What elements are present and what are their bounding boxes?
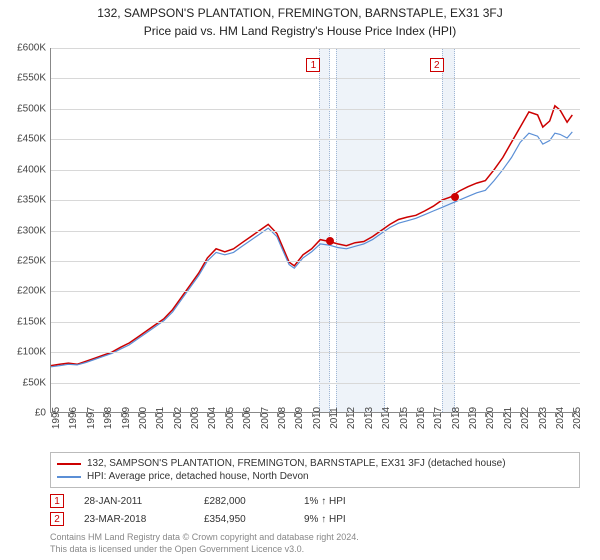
x-axis-label: 2024 bbox=[555, 407, 566, 429]
gridline bbox=[51, 200, 580, 201]
x-axis-label: 2005 bbox=[225, 407, 236, 429]
x-axis-label: 2020 bbox=[485, 407, 496, 429]
footer-line: Contains HM Land Registry data © Crown c… bbox=[50, 532, 359, 544]
y-axis-label: £500K bbox=[2, 103, 46, 114]
x-axis-label: 2008 bbox=[277, 407, 288, 429]
gridline bbox=[51, 291, 580, 292]
chart-marker-label: 2 bbox=[430, 58, 444, 72]
x-axis-label: 2014 bbox=[381, 407, 392, 429]
x-axis-label: 2009 bbox=[294, 407, 305, 429]
event-row: 2 23-MAR-2018 £354,950 9% ↑ HPI bbox=[50, 510, 580, 528]
chart-plot-area: £0£50K£100K£150K£200K£250K£300K£350K£400… bbox=[50, 48, 580, 413]
event-point-icon bbox=[326, 237, 334, 245]
legend-row: 132, SAMPSON'S PLANTATION, FREMINGTON, B… bbox=[57, 457, 573, 470]
x-axis-label: 2015 bbox=[399, 407, 410, 429]
gridline bbox=[51, 352, 580, 353]
legend-swatch bbox=[57, 476, 81, 478]
event-marker-icon: 2 bbox=[50, 512, 64, 526]
x-axis-label: 2018 bbox=[451, 407, 462, 429]
event-point-icon bbox=[451, 193, 459, 201]
y-axis-label: £0 bbox=[2, 408, 46, 419]
legend-swatch bbox=[57, 463, 81, 465]
y-axis-label: £300K bbox=[2, 225, 46, 236]
gridline bbox=[51, 48, 580, 49]
x-axis-label: 2012 bbox=[346, 407, 357, 429]
y-axis-label: £450K bbox=[2, 134, 46, 145]
y-axis-label: £200K bbox=[2, 286, 46, 297]
x-axis-label: 2003 bbox=[190, 407, 201, 429]
event-change: 9% ↑ HPI bbox=[304, 514, 404, 525]
chart-marker-label: 1 bbox=[306, 58, 320, 72]
gridline bbox=[51, 383, 580, 384]
event-row: 1 28-JAN-2011 £282,000 1% ↑ HPI bbox=[50, 492, 580, 510]
gridline bbox=[51, 109, 580, 110]
gridline bbox=[51, 139, 580, 140]
event-change: 1% ↑ HPI bbox=[304, 496, 404, 507]
gridline bbox=[51, 231, 580, 232]
x-axis-label: 1996 bbox=[68, 407, 79, 429]
y-axis-label: £150K bbox=[2, 316, 46, 327]
x-axis-label: 2010 bbox=[312, 407, 323, 429]
y-axis-label: £250K bbox=[2, 255, 46, 266]
x-axis-label: 2011 bbox=[329, 407, 340, 429]
footer-attribution: Contains HM Land Registry data © Crown c… bbox=[50, 532, 359, 555]
x-axis-label: 2001 bbox=[155, 407, 166, 429]
x-axis-label: 2007 bbox=[260, 407, 271, 429]
gridline bbox=[51, 261, 580, 262]
y-axis-label: £350K bbox=[2, 195, 46, 206]
chart-title: 132, SAMPSON'S PLANTATION, FREMINGTON, B… bbox=[0, 0, 600, 20]
chart-container: 132, SAMPSON'S PLANTATION, FREMINGTON, B… bbox=[0, 0, 600, 560]
x-axis-label: 1999 bbox=[121, 407, 132, 429]
x-axis-label: 2022 bbox=[520, 407, 531, 429]
x-axis-label: 1995 bbox=[51, 407, 62, 429]
y-axis-label: £100K bbox=[2, 347, 46, 358]
y-axis-label: £50K bbox=[2, 377, 46, 388]
y-axis-label: £550K bbox=[2, 73, 46, 84]
x-axis-label: 2025 bbox=[572, 407, 583, 429]
x-axis-label: 2023 bbox=[538, 407, 549, 429]
x-axis-label: 2017 bbox=[433, 407, 444, 429]
x-axis-label: 2006 bbox=[242, 407, 253, 429]
event-price: £282,000 bbox=[204, 496, 284, 507]
x-axis-label: 1998 bbox=[103, 407, 114, 429]
gridline bbox=[51, 170, 580, 171]
y-axis-label: £600K bbox=[2, 43, 46, 54]
legend-box: 132, SAMPSON'S PLANTATION, FREMINGTON, B… bbox=[50, 452, 580, 488]
legend-row: HPI: Average price, detached house, Nort… bbox=[57, 470, 573, 483]
legend-label: 132, SAMPSON'S PLANTATION, FREMINGTON, B… bbox=[87, 458, 506, 469]
x-axis-label: 2021 bbox=[503, 407, 514, 429]
x-axis-label: 2019 bbox=[468, 407, 479, 429]
chart-subtitle: Price paid vs. HM Land Registry's House … bbox=[0, 20, 600, 38]
x-axis-label: 1997 bbox=[86, 407, 97, 429]
x-axis-label: 2013 bbox=[364, 407, 375, 429]
x-axis-label: 2004 bbox=[207, 407, 218, 429]
x-axis-label: 2000 bbox=[138, 407, 149, 429]
event-price: £354,950 bbox=[204, 514, 284, 525]
gridline bbox=[51, 78, 580, 79]
series-line bbox=[51, 106, 572, 366]
x-axis-label: 2002 bbox=[173, 407, 184, 429]
gridline bbox=[51, 322, 580, 323]
legend-label: HPI: Average price, detached house, Nort… bbox=[87, 471, 309, 482]
event-date: 28-JAN-2011 bbox=[84, 496, 184, 507]
x-axis-label: 2016 bbox=[416, 407, 427, 429]
events-table: 1 28-JAN-2011 £282,000 1% ↑ HPI 2 23-MAR… bbox=[50, 492, 580, 528]
event-date: 23-MAR-2018 bbox=[84, 514, 184, 525]
y-axis-label: £400K bbox=[2, 164, 46, 175]
footer-line: This data is licensed under the Open Gov… bbox=[50, 544, 359, 556]
event-marker-icon: 1 bbox=[50, 494, 64, 508]
